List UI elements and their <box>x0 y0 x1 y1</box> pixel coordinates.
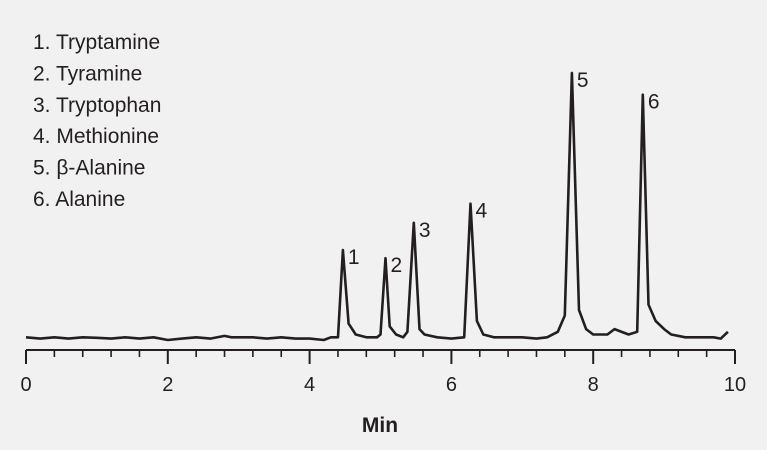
x-tick-label: 0 <box>20 374 31 396</box>
x-tick-label: 8 <box>588 374 599 396</box>
x-tick-label: 4 <box>304 374 315 396</box>
x-tick-label: 10 <box>724 374 746 396</box>
peak-label: 4 <box>476 200 488 223</box>
legend-item: 6. Alanine <box>33 188 125 211</box>
series-line <box>25 71 729 342</box>
peak-label: 2 <box>390 254 402 277</box>
x-tick-label: 2 <box>162 374 173 396</box>
peak-label: 6 <box>648 91 660 114</box>
legend-item: 4. Methionine <box>33 125 159 148</box>
legend-item: 5. β-Alanine <box>33 157 145 180</box>
peak-label: 3 <box>419 219 431 242</box>
peak-label: 1 <box>348 246 360 269</box>
x-tick-label: 6 <box>446 374 457 396</box>
series-group <box>25 71 729 342</box>
legend-item: 2. Tyramine <box>33 62 142 85</box>
peak-label: 5 <box>577 69 589 92</box>
x-axis: 0 2 4 6 8 10 <box>20 349 746 396</box>
legend: 1. Tryptamine 2. Tyramine 3. Tryptophan 4. … <box>33 31 161 211</box>
legend-item: 1. Tryptamine <box>33 31 160 54</box>
x-axis-title: Min <box>362 414 398 437</box>
legend-item: 3. Tryptophan <box>33 94 161 117</box>
